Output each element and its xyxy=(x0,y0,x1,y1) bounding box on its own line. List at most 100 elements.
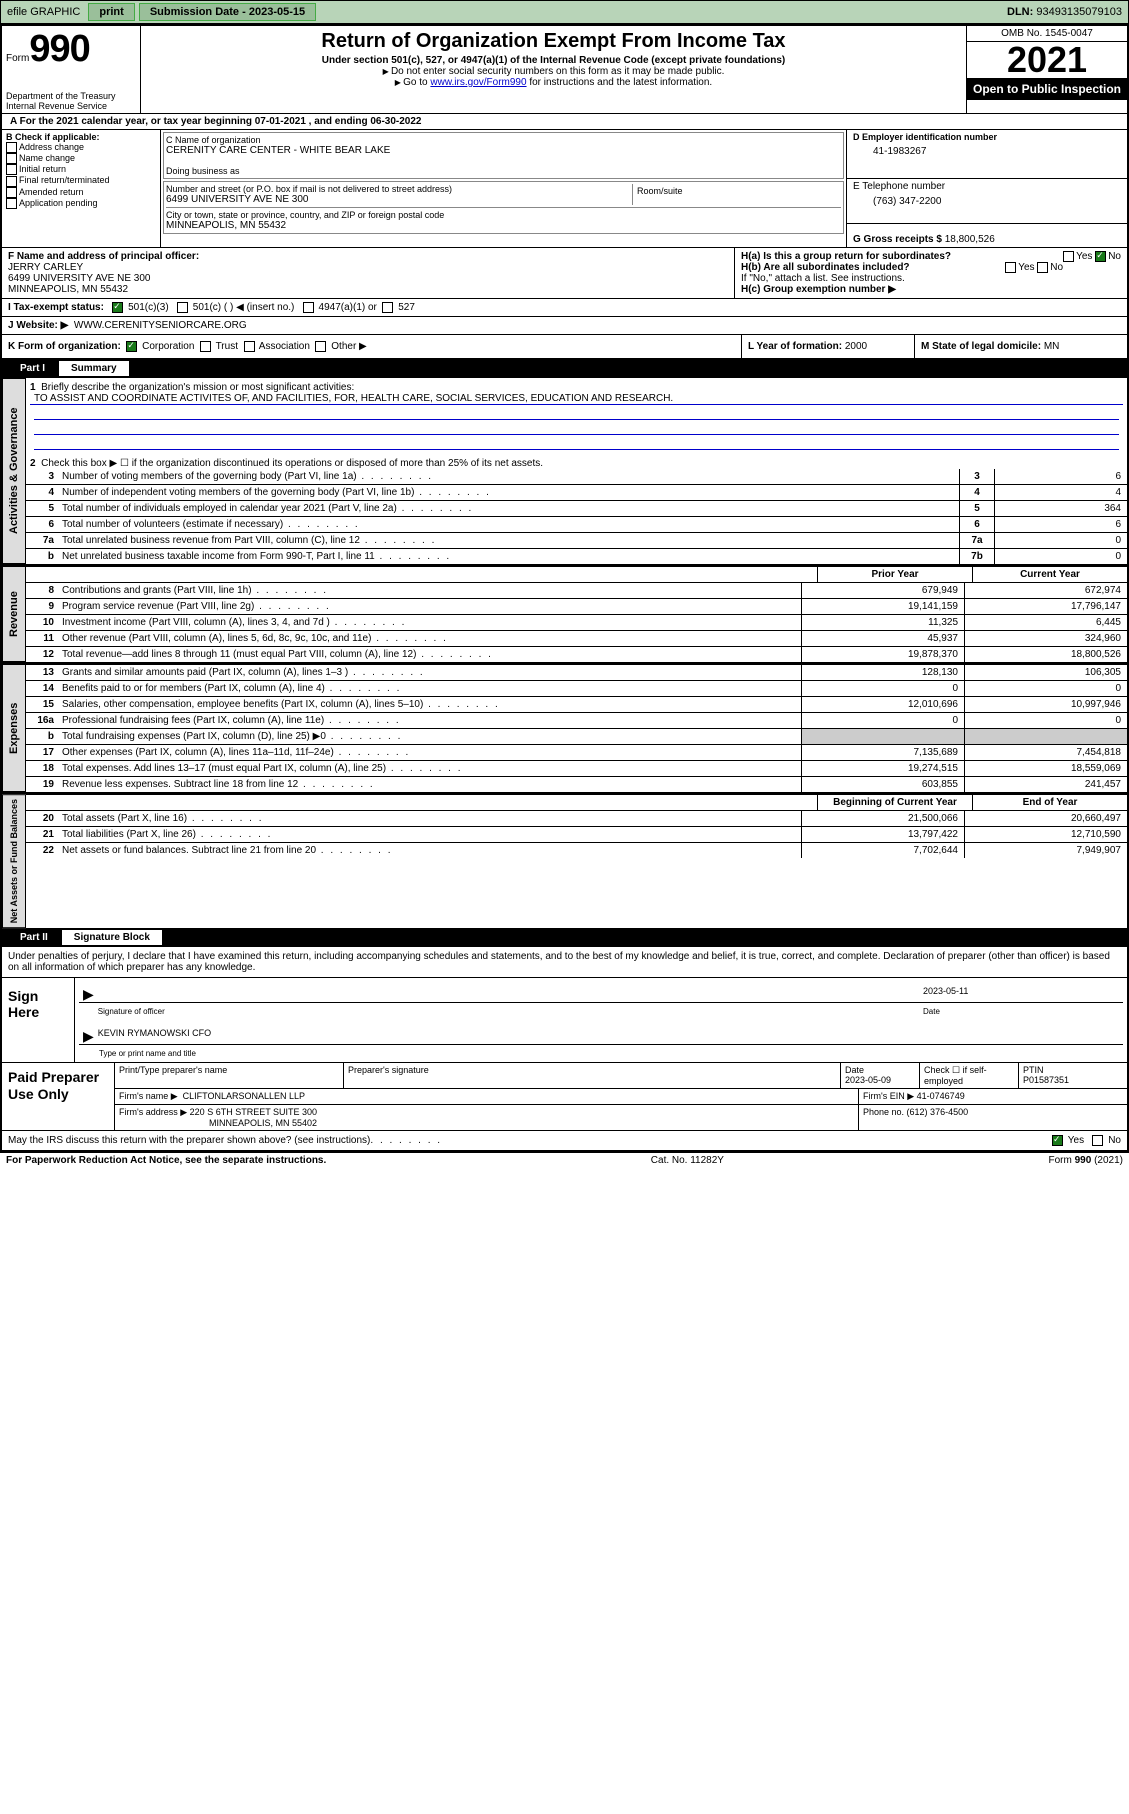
cb-hb-no[interactable] xyxy=(1037,262,1048,273)
summary-row: 18Total expenses. Add lines 13–17 (must … xyxy=(26,760,1127,776)
summary-row: 5Total number of individuals employed in… xyxy=(26,500,1127,516)
state-domicile: MN xyxy=(1044,341,1060,352)
print-button[interactable]: print xyxy=(88,3,134,21)
efile-label: efile GRAPHIC xyxy=(1,6,86,18)
box-b: B Check if applicable: Address change Na… xyxy=(2,130,161,247)
cb-527[interactable] xyxy=(382,302,393,313)
irs-link[interactable]: www.irs.gov/Form990 xyxy=(430,77,526,88)
org-city: MINNEAPOLIS, MN 55432 xyxy=(166,220,841,231)
title-box: Return of Organization Exempt From Incom… xyxy=(141,26,966,113)
topbar: efile GRAPHIC print Submission Date - 20… xyxy=(0,0,1129,24)
summary-row: 6Total number of volunteers (estimate if… xyxy=(26,516,1127,532)
firm-phone: (612) 376-4500 xyxy=(907,1107,969,1117)
period-row: A For the 2021 calendar year, or tax yea… xyxy=(2,114,1127,130)
row-f-h: F Name and address of principal officer:… xyxy=(2,248,1127,299)
form-subtitle: Under section 501(c), 527, or 4947(a)(1)… xyxy=(149,55,958,66)
summary-row: bTotal fundraising expenses (Part IX, co… xyxy=(26,728,1127,744)
row-j: J Website: ▶ WWW.CERENITYSENIORCARE.ORG xyxy=(2,317,1127,335)
open-inspection: Open to Public Inspection xyxy=(967,78,1127,100)
tax-year: 2021 xyxy=(967,42,1127,78)
netassets-section: Net Assets or Fund Balances Beginning of… xyxy=(2,792,1127,928)
page-footer: For Paperwork Reduction Act Notice, see … xyxy=(0,1152,1129,1168)
cb-initial-return[interactable]: Initial return xyxy=(6,164,156,175)
officer-printed-name: KEVIN RYMANOWSKI CFO xyxy=(98,1028,211,1044)
note-goto: Go to www.irs.gov/Form990 for instructio… xyxy=(149,77,958,88)
summary-row: 20Total assets (Part X, line 16)21,500,0… xyxy=(26,810,1127,826)
ptin-value: P01587351 xyxy=(1023,1075,1069,1085)
cb-name-change[interactable]: Name change xyxy=(6,153,156,164)
part-i-header: Part I Summary xyxy=(2,359,1127,378)
cb-501c[interactable] xyxy=(177,302,188,313)
summary-row: 17Other expenses (Part IX, column (A), l… xyxy=(26,744,1127,760)
cb-final-return[interactable]: Final return/terminated xyxy=(6,175,156,186)
summary-row: 19Revenue less expenses. Subtract line 1… xyxy=(26,776,1127,792)
expenses-section: Expenses 13Grants and similar amounts pa… xyxy=(2,662,1127,792)
year-formation: 2000 xyxy=(845,341,867,352)
cb-app-pending[interactable]: Application pending xyxy=(6,198,156,209)
form-title: Return of Organization Exempt From Incom… xyxy=(149,30,958,53)
cb-corp[interactable] xyxy=(126,341,137,352)
cb-ha-yes[interactable] xyxy=(1063,251,1074,262)
ein-value: 41-1983267 xyxy=(853,142,1121,161)
summary-row: 22Net assets or fund balances. Subtract … xyxy=(26,842,1127,858)
cb-amended[interactable]: Amended return xyxy=(6,187,156,198)
submission-date-button[interactable]: Submission Date - 2023-05-15 xyxy=(139,3,316,21)
omb-box: OMB No. 1545-0047 2021 Open to Public In… xyxy=(966,26,1127,113)
cb-hb-yes[interactable] xyxy=(1005,262,1016,273)
summary-row: 14Benefits paid to or for members (Part … xyxy=(26,680,1127,696)
sig-arrow-icon: ▶ xyxy=(83,1028,94,1044)
row-i: I Tax-exempt status: 501(c)(3) 501(c) ( … xyxy=(2,299,1127,317)
summary-row: 9Program service revenue (Part VIII, lin… xyxy=(26,598,1127,614)
dln-label: DLN: 93493135079103 xyxy=(1001,6,1128,18)
summary-row: 3Number of voting members of the governi… xyxy=(26,469,1127,484)
summary-row: 12Total revenue—add lines 8 through 11 (… xyxy=(26,646,1127,662)
summary-row: 4Number of independent voting members of… xyxy=(26,484,1127,500)
cb-address-change[interactable]: Address change xyxy=(6,142,156,153)
revenue-section: Revenue Prior Year Current Year 8Contrib… xyxy=(2,564,1127,662)
prep-date: 2023-05-09 xyxy=(845,1075,891,1085)
summary-row: 16aProfessional fundraising fees (Part I… xyxy=(26,712,1127,728)
box-c: C Name of organization CERENITY CARE CEN… xyxy=(161,130,847,247)
form-header: Form990 Department of the Treasury Inter… xyxy=(2,26,1127,114)
org-name: CERENITY CARE CENTER - WHITE BEAR LAKE xyxy=(166,145,841,156)
officer-name: JERRY CARLEY xyxy=(8,262,728,273)
mission-text: TO ASSIST AND COORDINATE ACTIVITES OF, A… xyxy=(30,393,1123,405)
part-ii-header: Part II Signature Block xyxy=(2,928,1127,947)
tab-expenses: Expenses xyxy=(2,664,26,792)
summary-row: 8Contributions and grants (Part VIII, li… xyxy=(26,582,1127,598)
note-ssn: Do not enter social security numbers on … xyxy=(149,66,958,77)
sign-here-row: Sign Here ▶ 2023-05-11 ▶Signature of off… xyxy=(2,978,1127,1062)
cb-discuss-no[interactable] xyxy=(1092,1135,1103,1146)
info-grid: B Check if applicable: Address change Na… xyxy=(2,130,1127,248)
cb-501c3[interactable] xyxy=(112,302,123,313)
summary-row: 15Salaries, other compensation, employee… xyxy=(26,696,1127,712)
summary-row: 7aTotal unrelated business revenue from … xyxy=(26,532,1127,548)
cb-discuss-yes[interactable] xyxy=(1052,1135,1063,1146)
row-k-l-m: K Form of organization: Corporation Trus… xyxy=(2,335,1127,359)
paid-preparer-section: Paid Preparer Use Only Print/Type prepar… xyxy=(2,1062,1127,1130)
sig-arrow-icon: ▶ xyxy=(83,986,94,1002)
cb-assoc[interactable] xyxy=(244,341,255,352)
discuss-row: May the IRS discuss this return with the… xyxy=(2,1130,1127,1150)
summary-row: 21Total liabilities (Part X, line 26)13,… xyxy=(26,826,1127,842)
cb-trust[interactable] xyxy=(200,341,211,352)
summary-row: bNet unrelated business taxable income f… xyxy=(26,548,1127,564)
cb-other[interactable] xyxy=(315,341,326,352)
tab-netassets: Net Assets or Fund Balances xyxy=(2,794,26,928)
perjury-declaration: Under penalties of perjury, I declare th… xyxy=(2,947,1127,978)
tab-revenue: Revenue xyxy=(2,566,26,662)
tab-governance: Activities & Governance xyxy=(2,378,26,564)
summary-row: 11Other revenue (Part VIII, column (A), … xyxy=(26,630,1127,646)
form-container: Form990 Department of the Treasury Inter… xyxy=(0,24,1129,1152)
firm-name: CLIFTONLARSONALLEN LLP xyxy=(183,1091,305,1101)
summary-row: 10Investment income (Part VIII, column (… xyxy=(26,614,1127,630)
dept-label: Department of the Treasury Internal Reve… xyxy=(6,91,136,111)
org-address: 6499 UNIVERSITY AVE NE 300 xyxy=(166,194,632,205)
firm-ein: 41-0746749 xyxy=(917,1091,965,1101)
sig-date: 2023-05-11 xyxy=(923,986,1123,1002)
gross-receipts: 18,800,526 xyxy=(945,234,995,245)
form-number-box: Form990 Department of the Treasury Inter… xyxy=(2,26,141,113)
cb-4947[interactable] xyxy=(303,302,314,313)
cb-ha-no[interactable] xyxy=(1095,251,1106,262)
website-value: WWW.CERENITYSENIORCARE.ORG xyxy=(74,320,247,331)
